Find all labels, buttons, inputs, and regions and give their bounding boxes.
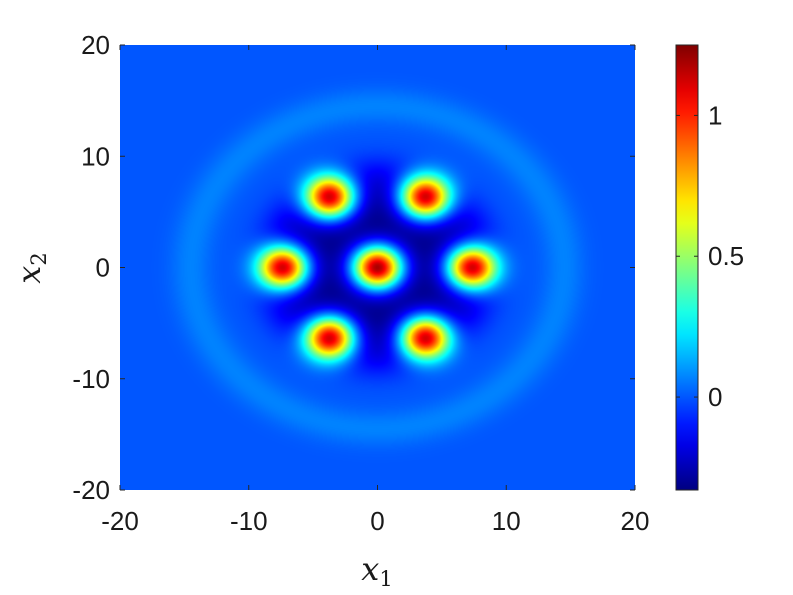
x-axis-label-main: x (361, 550, 379, 588)
plot-area (120, 45, 635, 490)
heatmap-image (120, 45, 635, 490)
x-tick-label: -20 (101, 506, 139, 536)
x-axis-label-subscript: 1 (379, 567, 392, 591)
colorbar: 00.51 (675, 44, 744, 491)
y-tick-label: -10 (72, 364, 110, 394)
y-tick-label: -20 (72, 475, 110, 505)
colorbar-tick-label: 0.5 (708, 241, 744, 271)
y-axis-label-main: x (10, 266, 48, 284)
y-axis-ticks: -20 -10 0 10 20 (72, 30, 635, 505)
colorbar-ticks: 00.51 (676, 100, 744, 412)
y-axis-label: x2 (10, 252, 51, 283)
y-tick-label: 10 (81, 141, 110, 171)
y-tick-label: 20 (81, 30, 110, 60)
y-axis-label-subscript: 2 (27, 252, 51, 265)
colorbar-tick-label: 0 (708, 382, 722, 412)
colorbar-tick-label: 1 (708, 100, 722, 130)
heatmap-image-container (120, 45, 635, 490)
x-axis-label: x1 (361, 550, 392, 591)
x-tick-label: 0 (370, 506, 384, 536)
colorbar-bar (675, 44, 699, 491)
y-tick-label: 0 (96, 253, 110, 283)
x-tick-label: 10 (492, 506, 521, 536)
x-axis-ticks: -20 -10 0 10 20 (101, 45, 649, 536)
x-tick-label: 20 (621, 506, 650, 536)
x-tick-label: -10 (230, 506, 268, 536)
